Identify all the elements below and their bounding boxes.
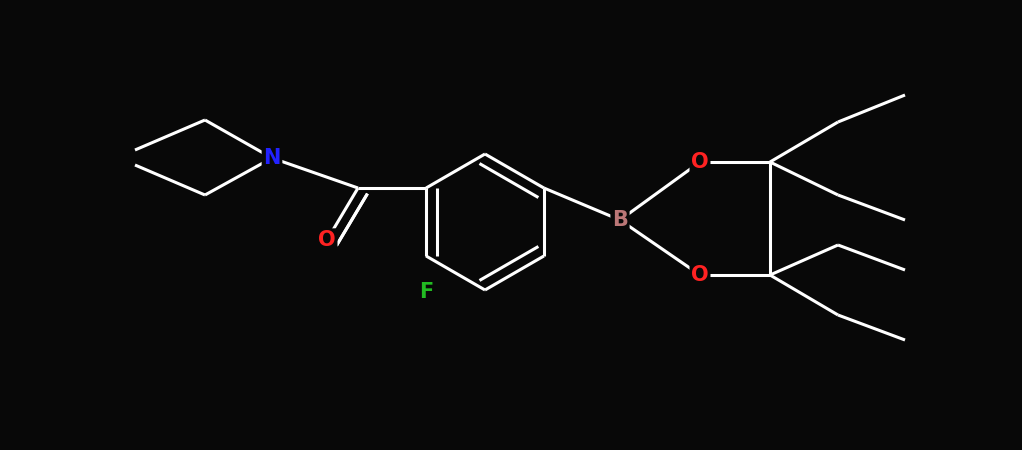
Text: O: O	[318, 230, 336, 250]
Text: B: B	[612, 210, 628, 230]
Text: O: O	[691, 265, 709, 285]
Text: N: N	[264, 148, 281, 168]
Text: F: F	[419, 282, 433, 302]
Text: O: O	[691, 152, 709, 172]
